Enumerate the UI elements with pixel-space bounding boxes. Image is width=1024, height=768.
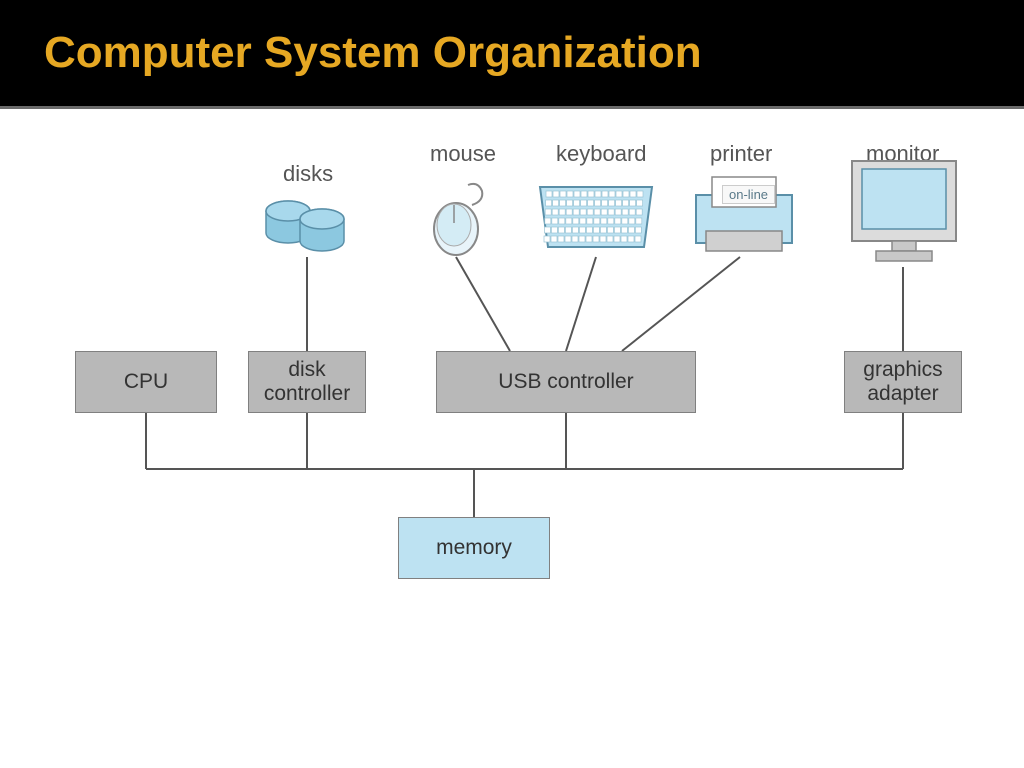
printer-icon xyxy=(692,171,796,257)
gfx-box: graphicsadapter xyxy=(844,351,962,413)
printer-label: printer xyxy=(710,141,772,167)
diskctl-box: diskcontroller xyxy=(248,351,366,413)
printer-online-label: on-line xyxy=(722,185,775,204)
mouse-label: mouse xyxy=(430,141,496,167)
diagram-area: CPU diskcontroller USB controller graphicsa… xyxy=(0,109,1024,729)
keyboard-icon xyxy=(534,173,658,257)
keyboard-label: keyboard xyxy=(556,141,647,167)
slide: Computer System Organization CPU diskcont… xyxy=(0,0,1024,768)
mouse-icon xyxy=(424,179,488,257)
title-bar: Computer System Organization xyxy=(0,0,1024,109)
monitor-icon xyxy=(848,157,960,267)
usbctl-box: USB controller xyxy=(436,351,696,413)
disks-label: disks xyxy=(283,161,333,187)
memory-box: memory xyxy=(398,517,550,579)
slide-title: Computer System Organization xyxy=(44,28,1024,78)
disks-icon xyxy=(262,191,352,257)
cpu-box: CPU xyxy=(75,351,217,413)
